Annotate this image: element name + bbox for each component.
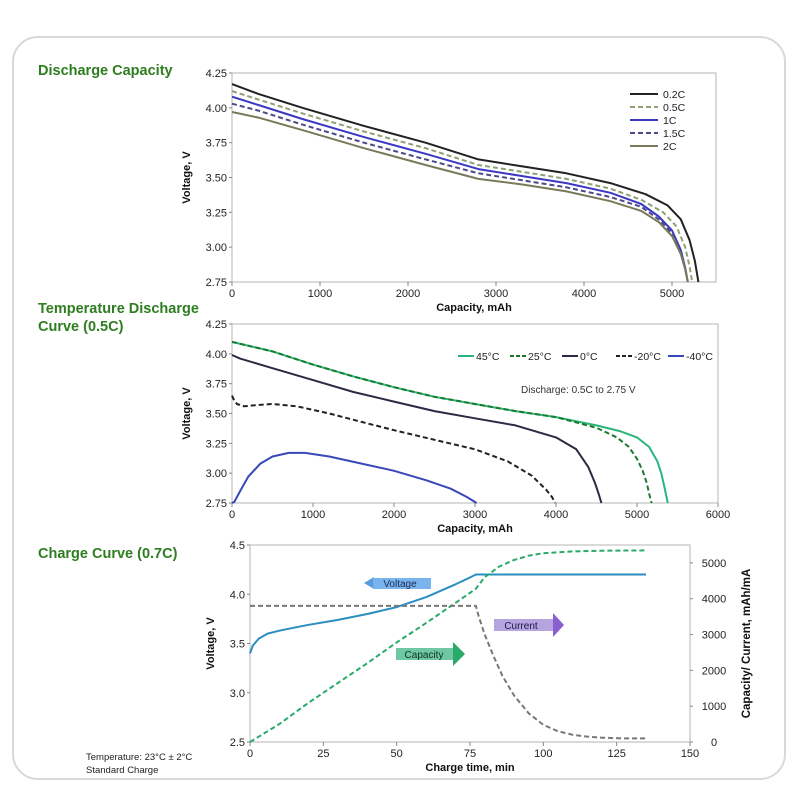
y2-tick-label: 4000 (702, 594, 726, 606)
capacity-arrow-body (396, 648, 454, 660)
x-tick-label: 125 (607, 748, 625, 760)
x-tick-label: 5000 (625, 509, 649, 521)
y-tick-label: 4.25 (206, 68, 227, 80)
discharge-capacity-title: Discharge Capacity (38, 63, 173, 79)
y-tick-label: 3.50 (206, 173, 227, 185)
x-tick-label: 3000 (484, 288, 508, 300)
series-Current-line (250, 604, 646, 740)
series-15C-line (231, 102, 689, 283)
x-tick-label: 75 (464, 748, 476, 760)
y-tick-label: 3.50 (206, 409, 227, 421)
x-tick-label: 5000 (660, 288, 684, 300)
x-tick-label: 1000 (308, 288, 332, 300)
plot-area (231, 323, 719, 504)
y2-axis-label: Capacity/ Current, mAh/mA (741, 569, 753, 719)
x-tick-label: 0 (229, 288, 235, 300)
temperature-discharge-chart: 0 1000 2000 3000 4000 5000 6000 2.75 3.00 3.25 3.5… (181, 319, 730, 535)
discharge-annotation: Discharge: 0.5C to 2.75 V (521, 385, 636, 396)
legend-label: 0.5C (663, 102, 686, 114)
y-tick-label: 3.25 (206, 207, 227, 219)
y2-tick-label: 3000 (702, 630, 726, 642)
x-tick-label: 1000 (301, 509, 325, 521)
y-tick-label: 3.5 (230, 639, 245, 651)
legend-label: 25°C (528, 351, 552, 363)
temperature-note: Temperature: 23°C ± 2°C (86, 752, 193, 763)
y-tick-label: 4.0 (230, 589, 245, 601)
x-tick-label: 0 (229, 509, 235, 521)
y-tick-label: 3.25 (206, 438, 227, 450)
series-0C-line (231, 354, 603, 504)
x-axis-label: Capacity, mAh (437, 523, 513, 535)
discharge-capacity-chart: 0 1000 2000 3000 4000 5000 2.75 3.00 3.25 3.50 3.7… (181, 68, 717, 314)
y-tick-label: 4.25 (206, 319, 227, 331)
x-axis-label: Capacity, mAh (436, 302, 512, 314)
voltage-arrow-body (373, 578, 431, 589)
x-tick-label: 0 (247, 748, 253, 760)
charge-curve-title: Charge Curve (0.7C) (38, 546, 178, 562)
y-axis-label: Voltage, V (181, 151, 193, 204)
y-axis-label: Voltage, V (181, 387, 193, 440)
standard-charge-note: Standard Charge (86, 765, 159, 776)
legend-label: 1.5C (663, 128, 686, 140)
y-tick-label: 3.0 (230, 688, 245, 700)
x-tick-label: 150 (681, 748, 699, 760)
y-tick-label: 4.00 (206, 349, 227, 361)
y2-tick-label: 5000 (702, 558, 726, 570)
x-tick-label: 4000 (544, 509, 568, 521)
x-tick-label: 100 (534, 748, 552, 760)
x-axis-label: Charge time, min (425, 762, 515, 774)
y2-tick-label: 1000 (702, 701, 726, 713)
x-tick-label: 2000 (396, 288, 420, 300)
legend-label: 2C (663, 141, 677, 153)
capacity-arrow-head (453, 642, 465, 666)
y-tick-label: 3.75 (206, 379, 227, 391)
y-tick-label: 3.00 (206, 242, 227, 254)
temperature-discharge-title: Temperature Discharge Curve (0.5C) (38, 301, 199, 335)
legend-label: -40°C (686, 351, 713, 363)
y-tick-label: 2.5 (230, 737, 245, 749)
y-tick-label: 2.75 (206, 277, 227, 289)
y-tick-label: 4.5 (230, 540, 245, 552)
x-tick-label: 6000 (706, 509, 730, 521)
series-20C-line (231, 395, 557, 504)
y-tick-label: 2.75 (206, 498, 227, 510)
series-Voltage-line (249, 573, 646, 654)
y-tick-label: 4.00 (206, 103, 227, 115)
charge-curve-chart: 0 25 50 75 100 125 150 2.5 3.0 3.5 4.0 4.5 0 1000 2000… (205, 540, 753, 774)
x-tick-label: 4000 (572, 288, 596, 300)
y-tick-label: 3.00 (206, 468, 227, 480)
current-arrow-body (494, 619, 554, 631)
voltage-label: Voltage (383, 579, 417, 590)
legend-label: -20°C (634, 351, 661, 363)
x-tick-label: 3000 (463, 509, 487, 521)
series-2C-line (231, 111, 689, 283)
series-40C-line (231, 451, 478, 504)
series-Capacity-line (249, 549, 647, 743)
series-02C-line (231, 83, 700, 283)
legend-label: 1C (663, 115, 677, 127)
y2-tick-label: 2000 (702, 665, 726, 677)
series-25C-line (231, 340, 653, 504)
legend-label: 45°C (476, 351, 500, 363)
voltage-arrow-head (364, 577, 374, 589)
legend-label: 0°C (580, 351, 598, 363)
current-arrow-head (553, 613, 564, 637)
x-tick-label: 2000 (382, 509, 406, 521)
y2-tick-label: 0 (711, 737, 717, 749)
capacity-label: Capacity (405, 650, 444, 661)
x-tick-label: 50 (391, 748, 403, 760)
y-tick-label: 3.75 (206, 138, 227, 150)
series-05C-line (231, 90, 694, 283)
current-label: Current (504, 621, 538, 632)
x-tick-label: 25 (317, 748, 329, 760)
y-axis-label: Voltage, V (205, 617, 217, 670)
legend-label: 0.2C (663, 89, 686, 101)
